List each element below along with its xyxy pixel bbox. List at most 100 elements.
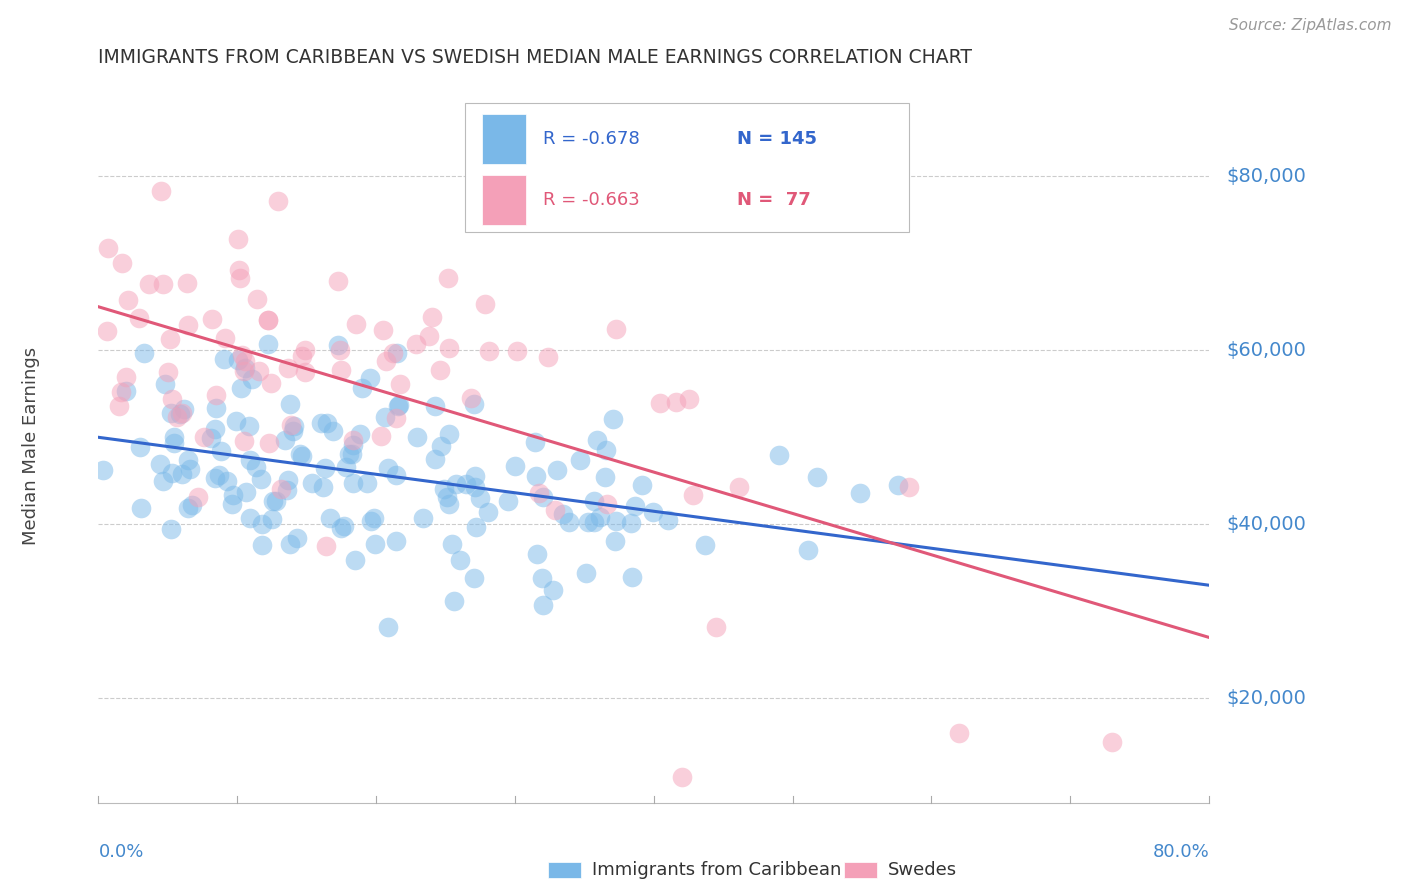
- Point: [129, 440, 152, 454]
- Point: [153, 377, 176, 392]
- Point: [221, 497, 243, 511]
- Point: [603, 534, 626, 549]
- Point: [159, 522, 181, 536]
- Point: [138, 277, 160, 291]
- Point: [217, 474, 239, 488]
- Point: [247, 364, 270, 378]
- Point: [226, 352, 249, 367]
- Point: [209, 443, 232, 458]
- Point: [132, 346, 155, 360]
- Point: [374, 410, 396, 425]
- Point: [648, 396, 671, 410]
- Point: [727, 480, 749, 494]
- Point: [443, 594, 465, 608]
- Point: [177, 500, 200, 515]
- Point: [463, 397, 485, 411]
- FancyBboxPatch shape: [465, 103, 910, 232]
- Point: [423, 451, 446, 466]
- Point: [575, 566, 598, 580]
- Point: [405, 430, 427, 444]
- Point: [678, 392, 700, 406]
- Point: [225, 414, 247, 428]
- Text: N =  77: N = 77: [737, 191, 811, 209]
- Point: [523, 435, 546, 450]
- Point: [108, 400, 131, 414]
- Point: [388, 398, 411, 412]
- Point: [239, 511, 262, 525]
- Point: [373, 323, 395, 337]
- Text: IMMIGRANTS FROM CARIBBEAN VS SWEDISH MEDIAN MALE EARNINGS CORRELATION CHART: IMMIGRANTS FROM CARIBBEAN VS SWEDISH MED…: [98, 48, 973, 67]
- Point: [250, 472, 273, 486]
- Point: [596, 497, 619, 511]
- Point: [531, 599, 554, 613]
- Point: [229, 381, 252, 395]
- Point: [233, 361, 256, 376]
- Point: [460, 391, 482, 405]
- Point: [364, 536, 387, 550]
- Point: [382, 345, 405, 359]
- Point: [319, 511, 342, 525]
- Point: [505, 344, 527, 359]
- Point: [437, 270, 460, 285]
- Point: [464, 469, 486, 483]
- Point: [233, 353, 256, 368]
- Point: [342, 476, 364, 491]
- Point: [173, 401, 195, 416]
- Point: [576, 515, 599, 529]
- Text: R = -0.663: R = -0.663: [543, 191, 640, 209]
- Point: [356, 475, 378, 490]
- Point: [226, 232, 249, 246]
- Point: [387, 399, 409, 413]
- Point: [463, 571, 485, 585]
- Point: [128, 311, 150, 326]
- Point: [245, 460, 267, 475]
- Point: [531, 491, 554, 505]
- Point: [370, 429, 392, 443]
- Point: [280, 418, 302, 433]
- Point: [429, 363, 451, 377]
- Point: [388, 376, 411, 391]
- Point: [337, 447, 360, 461]
- Point: [436, 490, 458, 504]
- Point: [557, 515, 579, 529]
- Point: [283, 419, 305, 434]
- Point: [274, 433, 297, 447]
- Point: [444, 477, 467, 491]
- Point: [180, 498, 202, 512]
- Point: [605, 514, 627, 528]
- Point: [657, 513, 679, 527]
- Point: [496, 494, 519, 508]
- Text: Source: ZipAtlas.com: Source: ZipAtlas.com: [1229, 18, 1392, 33]
- Point: [665, 395, 688, 409]
- Point: [349, 426, 371, 441]
- Point: [326, 338, 349, 352]
- Point: [252, 538, 274, 552]
- Point: [582, 494, 605, 508]
- Point: [948, 726, 970, 740]
- Point: [96, 324, 118, 338]
- Point: [343, 553, 366, 567]
- Point: [526, 547, 548, 561]
- Point: [204, 388, 226, 402]
- Point: [277, 361, 299, 376]
- Point: [887, 478, 910, 492]
- Point: [329, 363, 352, 377]
- Text: $20,000: $20,000: [1226, 689, 1306, 708]
- Point: [312, 480, 335, 494]
- Point: [474, 297, 496, 311]
- Point: [170, 406, 193, 420]
- Point: [602, 412, 624, 426]
- Point: [342, 433, 364, 447]
- Point: [477, 505, 499, 519]
- Point: [806, 470, 828, 484]
- Text: R = -0.678: R = -0.678: [543, 130, 640, 148]
- Point: [204, 421, 226, 435]
- Point: [97, 241, 120, 255]
- Point: [169, 407, 191, 421]
- Point: [235, 484, 257, 499]
- Point: [115, 370, 138, 384]
- Point: [201, 312, 224, 326]
- Point: [377, 620, 399, 634]
- Point: [233, 364, 256, 378]
- Point: [693, 538, 716, 552]
